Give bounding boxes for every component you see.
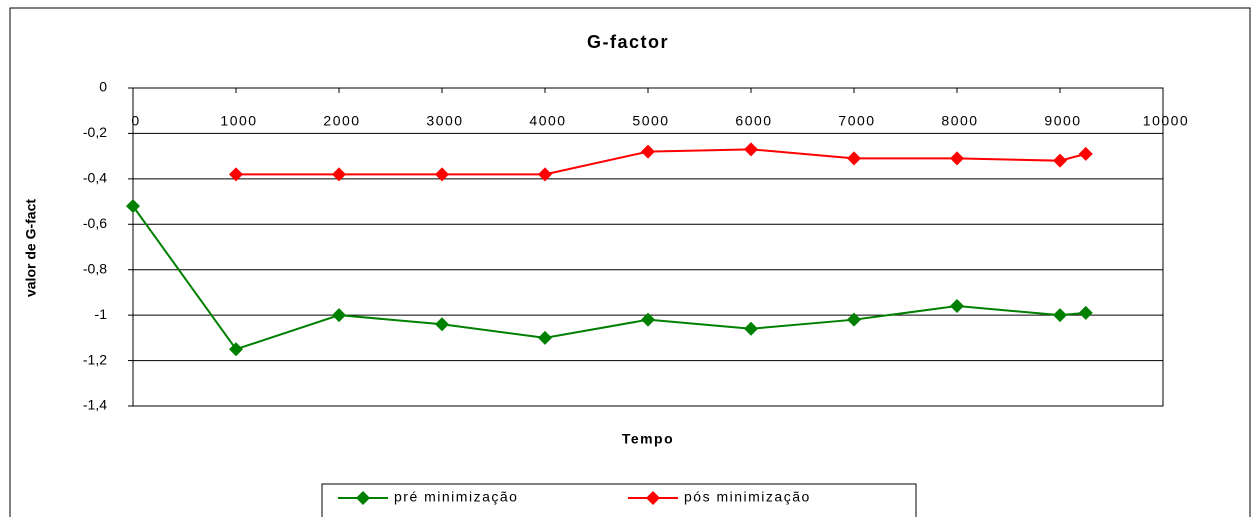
y-tick-label: -0,8 xyxy=(83,260,107,276)
point-marker xyxy=(847,151,861,166)
x-tick-label: 7000 xyxy=(838,113,875,129)
point-marker xyxy=(1078,146,1093,161)
point-marker xyxy=(847,312,861,327)
x-tick-label: 1000 xyxy=(220,113,257,129)
x-tick-label: 9000 xyxy=(1044,113,1081,129)
legend-marker xyxy=(356,491,370,505)
y-axis-title: valor de G-fact xyxy=(23,199,39,297)
plot-area xyxy=(132,87,1164,407)
point-marker xyxy=(744,142,758,157)
series-line xyxy=(236,148,1087,176)
point-marker xyxy=(641,144,655,159)
point-marker xyxy=(538,167,552,182)
x-tick-label: 2000 xyxy=(323,113,360,129)
legend-box xyxy=(321,483,917,522)
x-tick-label: 8000 xyxy=(941,113,978,129)
point-marker xyxy=(950,151,964,166)
y-tick-label: -0,2 xyxy=(83,124,107,140)
y-tick-label: -1 xyxy=(95,306,108,322)
x-tick-label: 3000 xyxy=(426,113,463,129)
chart-title: G-factor xyxy=(587,32,669,52)
y-tick-label: 0 xyxy=(99,79,107,95)
point-marker xyxy=(332,167,346,182)
x-tick-label: 10000 xyxy=(1143,113,1189,129)
y-tick-label: -0,4 xyxy=(83,170,107,186)
point-marker xyxy=(229,167,243,182)
point-marker xyxy=(1078,305,1093,320)
y-tick-label: -0,6 xyxy=(83,215,107,231)
legend-label: pós minimização xyxy=(684,489,811,505)
point-marker xyxy=(1053,308,1067,323)
legend-marker xyxy=(646,491,660,505)
y-tick-label: -1,4 xyxy=(83,397,107,413)
legend-label: pré minimização xyxy=(394,489,518,505)
point-marker xyxy=(126,199,140,214)
x-tick-label: 5000 xyxy=(632,113,669,129)
point-marker xyxy=(332,308,346,323)
point-marker xyxy=(435,167,449,182)
point-marker xyxy=(950,299,964,314)
point-marker xyxy=(229,342,243,357)
point-marker xyxy=(641,312,655,327)
x-tick-label: 6000 xyxy=(735,113,772,129)
x-tick-label: 4000 xyxy=(529,113,566,129)
point-marker xyxy=(538,330,552,345)
point-marker xyxy=(435,317,449,332)
x-axis-title: Tempo xyxy=(622,431,674,447)
point-marker xyxy=(744,321,758,336)
point-marker xyxy=(1053,153,1067,168)
x-tick-label: 0 xyxy=(131,113,140,129)
y-tick-label: -1,2 xyxy=(83,351,107,367)
